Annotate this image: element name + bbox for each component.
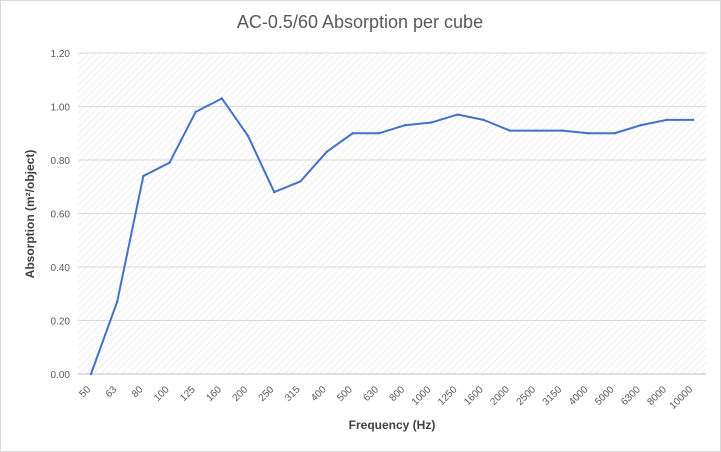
y-axis-label: Absorption (m²/object): [23, 150, 37, 279]
data-point: [142, 174, 145, 178]
data-point: [613, 132, 616, 135]
y-axis-ticks: 0.00 0.20 0.40 0.60 0.80 1.00 1.20: [51, 49, 71, 381]
data-point: [482, 118, 485, 122]
data-point: [246, 134, 250, 138]
series-line: [90, 97, 694, 375]
data-point: [299, 180, 302, 183]
y-tick-label: 0.40: [51, 263, 71, 274]
data-point: [403, 124, 407, 127]
data-point: [456, 113, 459, 116]
data-point: [351, 132, 354, 135]
data-point: [587, 132, 590, 135]
data-point: [194, 110, 197, 114]
data-point: [665, 118, 669, 122]
data-point: [691, 118, 695, 122]
y-tick-label: 0.00: [51, 370, 71, 381]
data-point: [89, 372, 93, 376]
y-tick-label: 0.80: [51, 156, 71, 167]
data-point: [377, 132, 381, 135]
x-axis-label: Frequency (Hz): [349, 418, 436, 432]
chart-title: AC-0.5/60 Absorption per cube: [237, 12, 483, 32]
y-tick-label: 0.60: [51, 210, 71, 221]
data-point: [430, 121, 433, 124]
data-point: [273, 190, 276, 194]
data-point: [168, 161, 171, 164]
y-tick-label: 1.20: [51, 49, 71, 60]
data-point: [115, 300, 119, 303]
y-tick-label: 0.20: [51, 317, 71, 328]
data-point: [560, 129, 564, 132]
data-point: [534, 129, 538, 132]
data-point: [325, 150, 328, 154]
data-point: [639, 124, 642, 127]
y-tick-label: 1.00: [51, 103, 71, 114]
data-series: [89, 97, 695, 376]
data-point: [220, 97, 224, 100]
data-point: [508, 129, 511, 132]
gridlines: [78, 52, 706, 375]
